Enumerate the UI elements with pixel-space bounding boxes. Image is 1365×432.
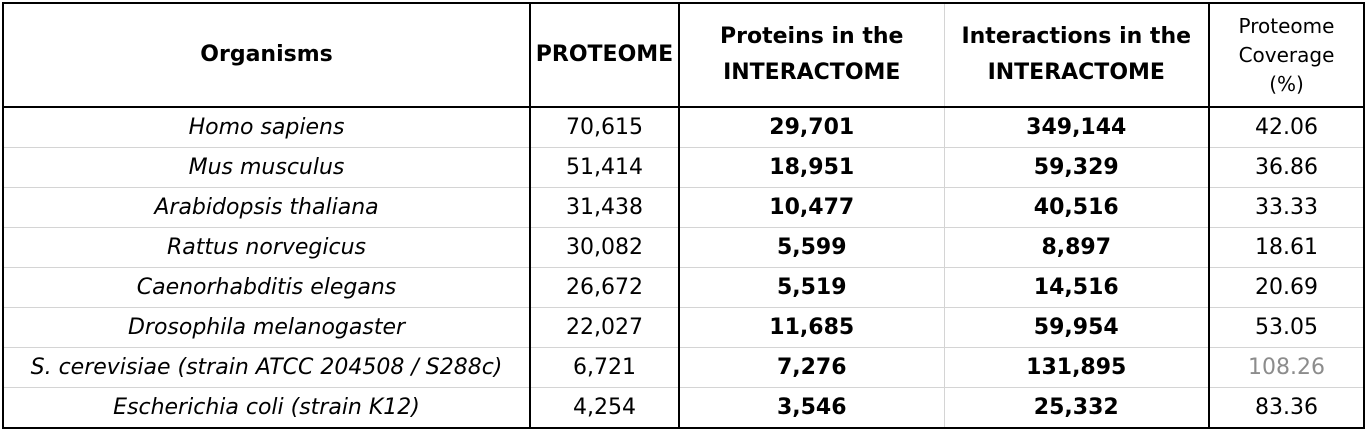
organism-cell: Rattus norvegicus (2, 227, 531, 268)
table-row: Mus musculus 51,414 18,951 59,329 36.86 (2, 147, 1365, 188)
header-organisms: Organisms (2, 2, 531, 108)
interactions-cell: 349,144 (943, 107, 1210, 148)
header-coverage-line1: Proteome (1238, 13, 1335, 38)
coverage-cell: 18.61 (1208, 227, 1365, 268)
proteins-cell: 18,951 (678, 147, 944, 188)
interactions-cell: 59,954 (943, 307, 1210, 348)
organism-cell: Mus musculus (2, 147, 531, 188)
organism-cell: Homo sapiens (2, 107, 531, 148)
proteome-cell: 31,438 (529, 187, 680, 228)
proteins-cell: 5,519 (678, 267, 944, 308)
proteins-cell: 5,599 (678, 227, 944, 268)
header-proteins: Proteins in the INTERACTOME (678, 2, 944, 108)
table-row: Caenorhabditis elegans 26,672 5,519 14,5… (2, 267, 1365, 308)
header-interactions: Interactions in the INTERACTOME (943, 2, 1210, 108)
table-row: Homo sapiens 70,615 29,701 349,144 42.06 (2, 107, 1365, 148)
organism-cell: Escherichia coli (strain K12) (2, 387, 531, 429)
header-proteins-line1: Proteins in the (720, 24, 904, 49)
table-body: Homo sapiens 70,615 29,701 349,144 42.06… (2, 107, 1365, 429)
header-organisms-label: Organisms (200, 42, 333, 67)
table-row: S. cerevisiae (strain ATCC 204508 / S288… (2, 347, 1365, 388)
header-coverage-line3: (%) (1269, 71, 1304, 96)
proteins-cell: 7,276 (678, 347, 944, 388)
header-coverage-line2: Coverage (1238, 42, 1335, 67)
proteome-cell: 30,082 (529, 227, 680, 268)
interactions-cell: 14,516 (943, 267, 1210, 308)
header-proteome: PROTEOME (529, 2, 680, 108)
proteins-cell: 10,477 (678, 187, 944, 228)
organism-cell: Drosophila melanogaster (2, 307, 531, 348)
proteins-cell: 29,701 (678, 107, 944, 148)
coverage-cell: 20.69 (1208, 267, 1365, 308)
coverage-cell: 42.06 (1208, 107, 1365, 148)
table-row: Arabidopsis thaliana 31,438 10,477 40,51… (2, 187, 1365, 228)
table-row: Escherichia coli (strain K12) 4,254 3,54… (2, 387, 1365, 429)
coverage-cell: 33.33 (1208, 187, 1365, 228)
coverage-cell: 36.86 (1208, 147, 1365, 188)
proteome-cell: 26,672 (529, 267, 680, 308)
header-row: Organisms PROTEOME Proteins in the INTER… (2, 2, 1365, 108)
interactions-cell: 25,332 (943, 387, 1210, 429)
proteins-cell: 11,685 (678, 307, 944, 348)
header-coverage: Proteome Coverage (%) (1208, 2, 1365, 108)
interactions-cell: 40,516 (943, 187, 1210, 228)
coverage-cell: 108.26 (1208, 347, 1365, 388)
proteome-cell: 22,027 (529, 307, 680, 348)
organism-cell: Caenorhabditis elegans (2, 267, 531, 308)
header-interactions-line2: INTERACTOME (987, 60, 1165, 85)
proteome-cell: 70,615 (529, 107, 680, 148)
interactions-cell: 131,895 (943, 347, 1210, 388)
proteins-cell: 3,546 (678, 387, 944, 429)
proteome-cell: 51,414 (529, 147, 680, 188)
organism-cell: Arabidopsis thaliana (2, 187, 531, 228)
proteome-cell: 4,254 (529, 387, 680, 429)
interactions-cell: 59,329 (943, 147, 1210, 188)
table-header: Organisms PROTEOME Proteins in the INTER… (2, 2, 1365, 108)
interactions-cell: 8,897 (943, 227, 1210, 268)
organism-cell: S. cerevisiae (strain ATCC 204508 / S288… (2, 347, 531, 388)
coverage-cell: 83.36 (1208, 387, 1365, 429)
header-interactions-line1: Interactions in the (961, 24, 1192, 49)
header-proteins-line2: INTERACTOME (723, 60, 901, 85)
table-row: Rattus norvegicus 30,082 5,599 8,897 18.… (2, 227, 1365, 268)
table-row: Drosophila melanogaster 22,027 11,685 59… (2, 307, 1365, 348)
header-proteome-label: PROTEOME (535, 42, 674, 67)
coverage-cell: 53.05 (1208, 307, 1365, 348)
proteome-cell: 6,721 (529, 347, 680, 388)
